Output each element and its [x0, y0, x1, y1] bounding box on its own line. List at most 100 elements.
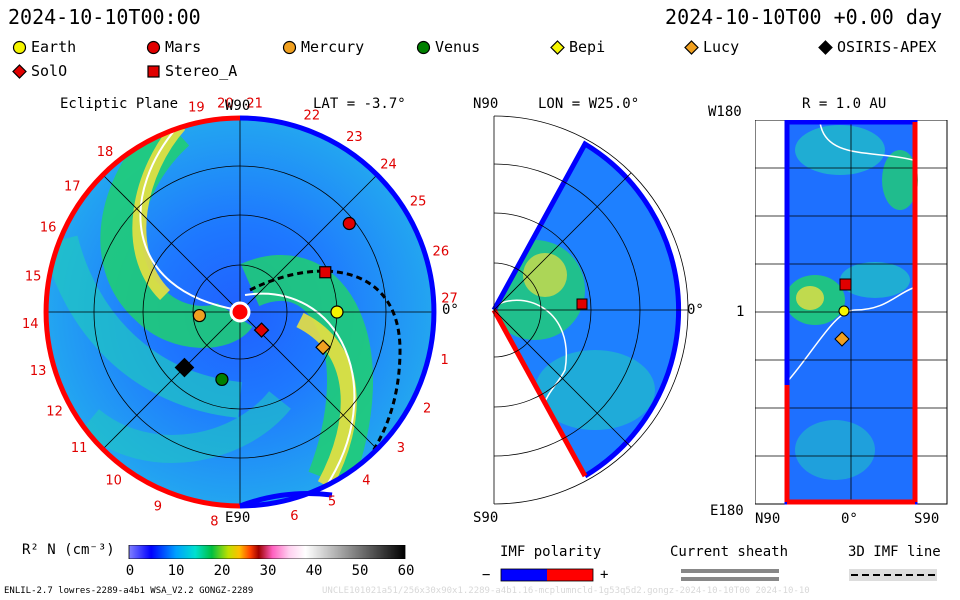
shell-bottom-label-s90: S90	[914, 511, 940, 527]
ecliptic-title: Ecliptic Plane	[60, 96, 179, 112]
circle-marker-icon	[12, 40, 27, 54]
ring-3	[93, 165, 387, 459]
current-sheath-line-2	[244, 292, 356, 489]
carrington-label: 12	[46, 405, 63, 420]
shell-bottom-label-n90: N90	[755, 511, 781, 527]
carrington-label: 10	[105, 474, 122, 489]
stream-band-1	[100, 118, 253, 348]
carrington-label: 13	[30, 364, 47, 379]
sheath-title: Current sheath	[670, 544, 789, 560]
meridional-right-label: 0°	[687, 302, 704, 318]
meridional-panel	[491, 115, 689, 505]
colorbar-label: R² N (cm⁻³)	[22, 542, 115, 558]
diamond-marker-icon	[818, 39, 833, 55]
colorbar-tick: 40	[305, 563, 323, 579]
legend-item-lucy: Lucy	[684, 38, 739, 56]
carrington-label: 2	[423, 401, 431, 416]
legend-item-venus: Venus	[416, 38, 480, 56]
colorbar	[128, 545, 406, 559]
legend-label: Mars	[165, 38, 202, 56]
imf-polarity-rim-positive	[239, 115, 437, 509]
carrington-label: 27	[441, 291, 458, 306]
lat-label: LAT = -3.7°	[313, 96, 406, 112]
shell-top-left-label: W180	[708, 104, 742, 120]
carrington-label: 16	[40, 221, 57, 236]
shell-earth-marker	[838, 305, 850, 317]
shell-patch-4	[796, 286, 824, 310]
carrington-label: 19	[188, 101, 205, 116]
ring-1	[192, 264, 288, 360]
imf-positive-swatch	[547, 569, 593, 581]
shell-patch-6	[795, 420, 875, 480]
mer-stream-core	[523, 253, 567, 297]
carrington-label: 26	[433, 245, 450, 260]
carrington-label: 21	[246, 97, 263, 112]
legend-item-earth: Earth	[12, 38, 76, 56]
shell-bottom-left-label: E180	[710, 503, 744, 519]
body-marker-solo	[253, 322, 270, 338]
legend-label: Earth	[31, 38, 77, 56]
line3d-swatch	[849, 569, 937, 581]
carrington-label: 14	[22, 317, 39, 332]
time-offset-title: 2024-10-10T00 +0.00 day	[665, 5, 942, 29]
legend-label: SolO	[31, 62, 68, 80]
line3d-title: 3D IMF line	[848, 544, 941, 560]
legend-item-solo: SolO	[12, 62, 67, 80]
shell-patch-1	[795, 125, 885, 175]
date-title: 2024-10-10T00:00	[8, 5, 201, 29]
meridional-bottom-label: S90	[473, 510, 499, 526]
ecliptic-bottom-label: E90	[225, 510, 251, 526]
mer-axis-diag-2	[493, 309, 632, 448]
colorbar-tick: 10	[167, 563, 185, 579]
mer-axis-diag-1	[493, 172, 632, 311]
imf-plus: +	[600, 567, 609, 583]
imf-polarity-bar	[500, 568, 594, 582]
shell-sheath-2	[786, 287, 914, 383]
body-marker-earth	[330, 305, 344, 319]
current-sheath-line-1	[139, 123, 239, 311]
imf-polarity-rim-segment	[239, 491, 333, 509]
carrington-label: 11	[71, 441, 88, 456]
carrington-labels: 19 20 212223242526271234568910111213141516…	[22, 97, 458, 530]
ecliptic-right-label: 0°	[442, 302, 459, 318]
carrington-label: 25	[410, 195, 427, 210]
legend-item-bepi: Bepi	[550, 38, 605, 56]
carrington-label: 20	[217, 97, 234, 112]
body-marker-mercury	[192, 308, 207, 323]
shell-r-label: R = 1.0 AU	[802, 96, 887, 112]
circle-marker-icon	[146, 40, 161, 54]
shell-lucy-marker	[834, 331, 850, 347]
shell-patch-5	[840, 262, 910, 298]
legend-label: Stereo_A	[165, 62, 238, 80]
shell-patch-2	[882, 150, 918, 210]
model-footer: ENLIL-2.7 lowres-2289-a4b1 WSA_V2.2 GONG…	[4, 586, 254, 596]
meridional-top-label: N90	[473, 96, 499, 112]
shell-sheath-1	[819, 121, 914, 161]
imf-minus: −	[482, 567, 491, 583]
colorbar-tick: 0	[125, 563, 135, 579]
body-marker-osiris-apex	[174, 357, 195, 378]
lon-label: LON = W25.0°	[538, 96, 640, 112]
sun-marker	[229, 301, 251, 323]
stream-band-3	[46, 235, 243, 418]
legend-label: Bepi	[569, 38, 606, 56]
legend-label: Lucy	[703, 38, 740, 56]
body-marker-lucy	[315, 339, 331, 356]
legend-item-mars: Mars	[146, 38, 201, 56]
mer-rim-negative	[491, 308, 588, 478]
carrington-label: 22	[304, 109, 321, 124]
shell-stereo-a-marker	[839, 278, 852, 291]
body-marker-stereo-a	[319, 266, 332, 279]
stream-band-2-core	[296, 312, 357, 489]
ecliptic-top-label: W90	[225, 98, 251, 114]
imf-polarity-rim-negative	[43, 115, 241, 509]
carrington-label: 3	[397, 441, 405, 456]
circle-marker-icon	[416, 40, 431, 54]
carrington-label: 18	[97, 145, 114, 160]
diamond-marker-icon	[12, 63, 27, 79]
run-footer: UNCLE101021a51/256x30x90x1.2289-a4b1.16-…	[322, 586, 810, 596]
shell-bottom-label-0: 0°	[841, 511, 858, 527]
diamond-marker-icon	[684, 39, 699, 55]
circle-marker-icon	[282, 40, 297, 54]
legend-item-mercury: Mercury	[282, 38, 364, 56]
